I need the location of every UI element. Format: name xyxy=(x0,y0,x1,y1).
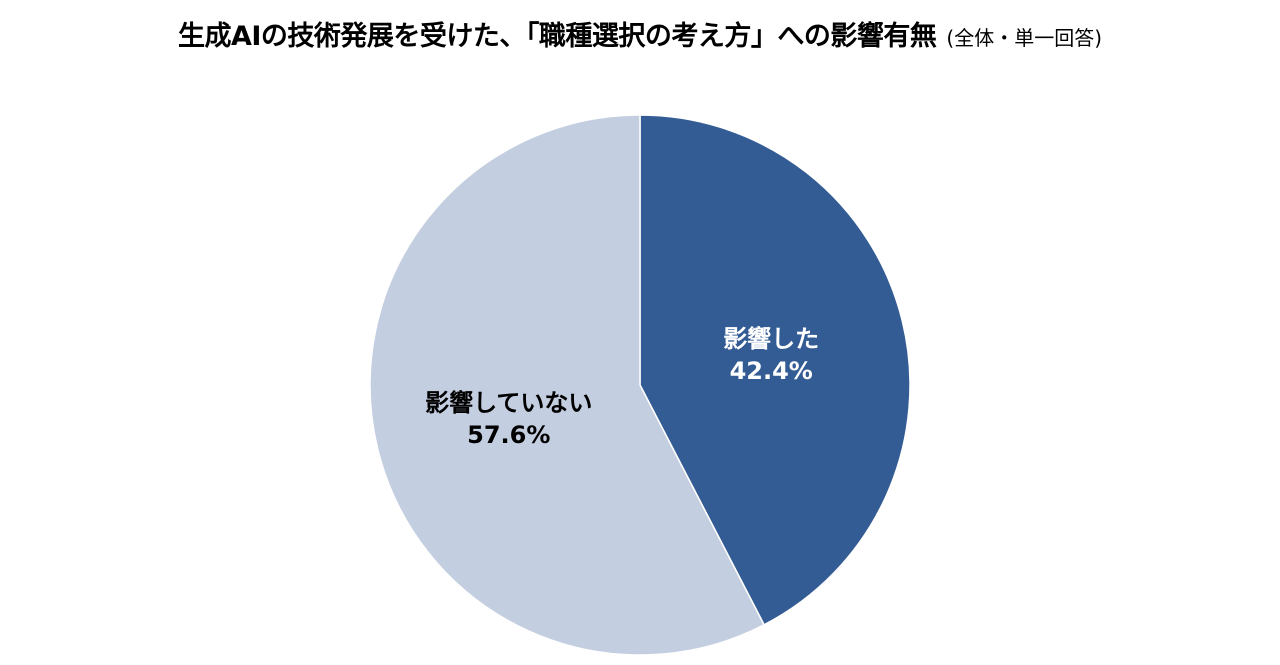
pie-slice-label-1: 影響していない xyxy=(425,389,592,417)
pie-slice-value-1: 57.6% xyxy=(467,421,550,449)
chart-title: 生成AIの技術発展を受けた、「職種選択の考え方」への影響有無 xyxy=(177,21,937,52)
pie-slice-0 xyxy=(639,114,911,626)
pie-slice-label-0: 影響した xyxy=(723,325,819,353)
chart-header: 生成AIの技術発展を受けた、「職種選択の考え方」への影響有無 (全体・単一回答) xyxy=(0,14,1280,53)
pie-slice-1 xyxy=(369,114,766,656)
chart-subtitle: (全体・単一回答) xyxy=(946,26,1103,50)
pie-slice-value-0: 42.4% xyxy=(730,357,813,385)
